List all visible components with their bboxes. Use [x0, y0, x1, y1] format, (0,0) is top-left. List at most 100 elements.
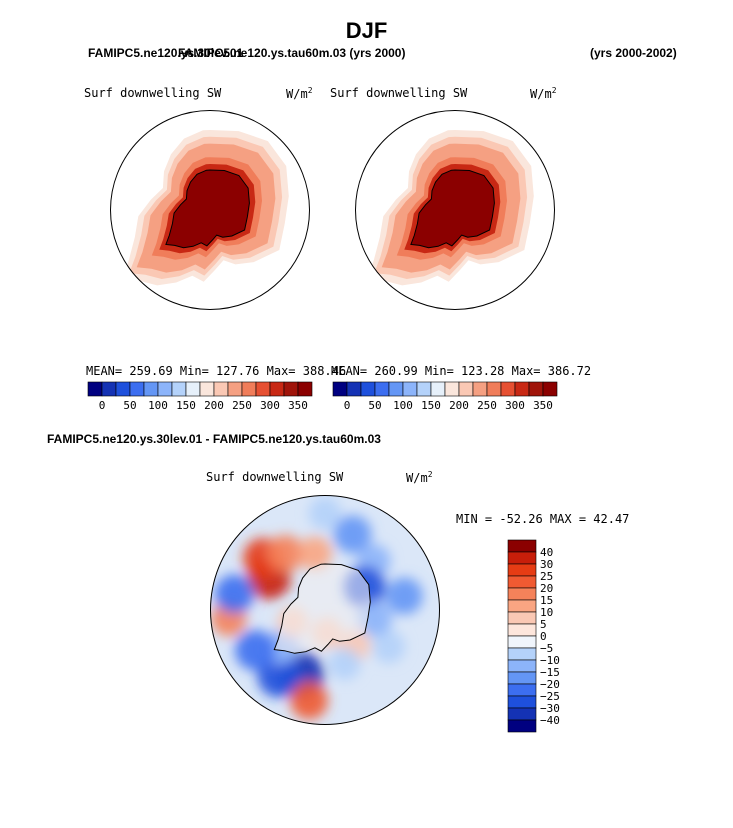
colorbar-tick-label: −15: [540, 666, 560, 679]
panel1-colorbar: 0 50 100 150 200 250 300 350: [87, 381, 313, 412]
colorbar-tick-label: 250: [232, 399, 252, 412]
colorbar-swatch: [115, 381, 131, 397]
panel3-stats: MIN = -52.26 MAX = 42.47: [456, 512, 630, 526]
colorbar-swatch: [514, 381, 530, 397]
panel3-units: W/m2: [406, 470, 433, 485]
map-border: [110, 110, 310, 310]
colorbar-swatch: [269, 381, 285, 397]
colorbar-swatch: [360, 381, 376, 397]
panel2-units: W/m2: [530, 86, 557, 101]
panel1-units: W/m2: [286, 86, 313, 101]
colorbar-tick-label: 350: [533, 399, 553, 412]
colorbar-tick-label: −40: [540, 714, 560, 727]
panel2-polar-map: [355, 110, 555, 310]
panel1-polar-map: [110, 110, 310, 310]
anomaly-patch: [290, 681, 329, 720]
colorbar-tick-label: −5: [540, 642, 553, 655]
colorbar-swatch: [507, 539, 537, 553]
colorbar-swatch: [507, 647, 537, 661]
colorbar-tick-label: 10: [540, 606, 553, 619]
colorbar-swatch: [507, 707, 537, 721]
anomaly-patch: [266, 534, 304, 572]
panel1-stats: MEAN= 259.69 Min= 127.76 Max= 388.46: [86, 364, 347, 378]
colorbar-swatch: [283, 381, 299, 397]
colorbar-swatch: [507, 623, 537, 637]
antarctica-coastline: [273, 563, 371, 654]
colorbar-swatch: [213, 381, 229, 397]
colorbar-swatch: [507, 575, 537, 589]
colorbar-tick-label: 0: [99, 399, 106, 412]
colorbar-swatch: [129, 381, 145, 397]
colorbar-swatch: [507, 551, 537, 565]
colorbar-tick-label: 150: [176, 399, 196, 412]
colorbar-swatch: [507, 635, 537, 649]
colorbar-tick-label: −25: [540, 690, 560, 703]
anomaly-patch: [235, 630, 276, 671]
colorbar-swatch: [332, 381, 348, 397]
colorbar-tick-label: 350: [288, 399, 308, 412]
colorbar-tick-label: 25: [540, 570, 553, 583]
colorbar-swatch: [528, 381, 544, 397]
colorbar-swatch: [255, 381, 271, 397]
colorbar-tick-label: 50: [368, 399, 381, 412]
colorbar-swatch: [507, 563, 537, 577]
anomaly-patch: [308, 496, 342, 530]
colorbar-tick-label: 300: [260, 399, 280, 412]
colorbar-tick-label: 20: [540, 582, 553, 595]
anomaly-patch: [385, 577, 423, 615]
colorbar-swatch: [388, 381, 404, 397]
panel2-colorbar: 0 50 100 150 200 250 300 350: [332, 381, 558, 412]
colorbar-tick-label: 300: [505, 399, 525, 412]
colorbar-swatch: [507, 611, 537, 625]
colorbar-swatch: [346, 381, 362, 397]
colorbar-swatch: [185, 381, 201, 397]
colorbar-tick-label: 50: [123, 399, 136, 412]
colorbar-tick-label: 0: [344, 399, 351, 412]
colorbar-tick-label: 5: [540, 618, 547, 631]
colorbar-tick-label: 250: [477, 399, 497, 412]
colorbar-swatch: [507, 719, 537, 733]
colorbar-swatch: [486, 381, 502, 397]
colorbar-swatch: [430, 381, 446, 397]
panel3-polar-map: [210, 495, 440, 725]
colorbar-tick-label: 15: [540, 594, 553, 607]
antarctica-coastline: [165, 169, 250, 249]
colorbar-tick-label: 30: [540, 558, 553, 571]
anomaly-patch: [372, 630, 406, 664]
colorbar-tick-label: −20: [540, 678, 560, 691]
anomaly-patch: [298, 536, 333, 571]
colorbar-tick-label: 200: [449, 399, 469, 412]
colorbar-swatch: [507, 671, 537, 685]
colorbar-swatch: [241, 381, 257, 397]
colorbar-tick-label: −30: [540, 702, 560, 715]
colorbar-swatch: [416, 381, 432, 397]
colorbar-swatch: [507, 683, 537, 697]
season-title: DJF: [345, 18, 388, 43]
colorbar-tick-label: 40: [540, 546, 553, 559]
colorbar-swatch: [500, 381, 516, 397]
panel2-stats: MEAN= 260.99 Min= 123.28 Max= 386.72: [331, 364, 592, 378]
colorbar-swatch: [507, 659, 537, 673]
colorbar-swatch: [458, 381, 474, 397]
panel1-variable: Surf downwelling SW: [84, 86, 222, 100]
colorbar-tick-label: 0: [540, 630, 547, 643]
colorbar-swatch: [143, 381, 159, 397]
panel3-variable: Surf downwelling SW: [206, 470, 344, 484]
anomaly-patch: [214, 574, 254, 614]
colorbar-swatch: [297, 381, 313, 397]
panel2-variable: Surf downwelling SW: [330, 86, 468, 100]
diff-title: FAMIPC5.ne120.ys.30lev.01 - FAMIPC5.ne12…: [47, 432, 381, 446]
colorbar-swatch: [402, 381, 418, 397]
anomaly-patch: [328, 648, 361, 681]
colorbar-swatch: [507, 599, 537, 613]
map-border: [210, 495, 440, 725]
colorbar-tick-label: 100: [148, 399, 168, 412]
colorbar-tick-label: −10: [540, 654, 560, 667]
colorbar-swatch: [507, 695, 537, 709]
colorbar-swatch: [101, 381, 117, 397]
map-border: [355, 110, 555, 310]
colorbar-swatch: [171, 381, 187, 397]
colorbar-swatch: [227, 381, 243, 397]
colorbar-swatch: [157, 381, 173, 397]
